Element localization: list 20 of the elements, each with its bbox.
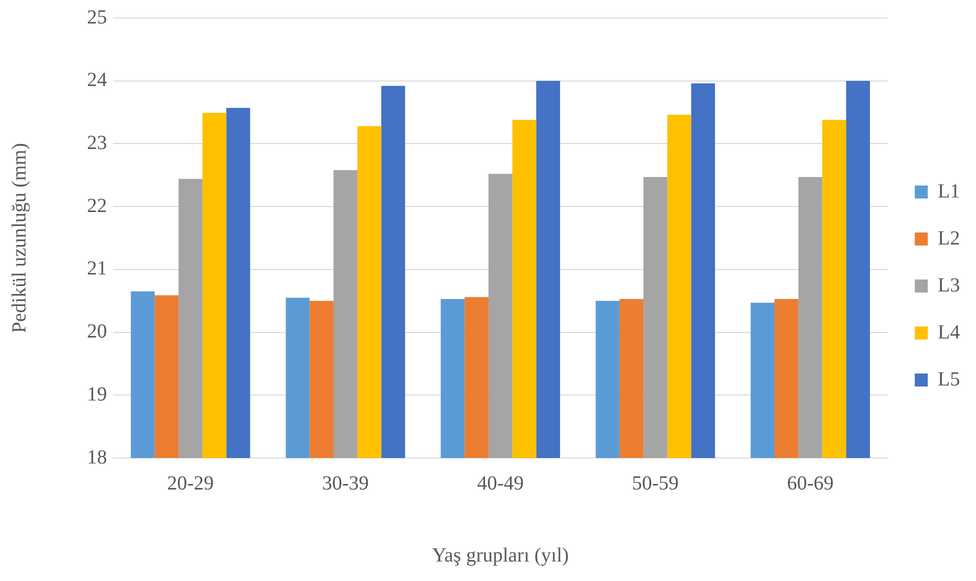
x-tick-label: 30-39 (322, 472, 369, 494)
y-tick-label: 25 (87, 6, 107, 28)
y-tick-label: 21 (87, 258, 107, 280)
legend-label: L4 (938, 321, 960, 344)
y-tick-label: 23 (87, 132, 107, 154)
y-tick-label: 18 (87, 446, 107, 468)
y-tick-label: 19 (87, 383, 107, 406)
x-axis-title: Yaş grupları (yıl) (432, 544, 569, 566)
legend-label: L3 (938, 274, 960, 296)
y-tick-label: 24 (87, 69, 107, 92)
x-tick-label: 20-29 (167, 472, 214, 494)
x-tick-label: 60-69 (786, 472, 834, 494)
x-tick-label: 50-59 (632, 472, 679, 494)
y-tick-label: 22 (87, 194, 107, 217)
legend-label: L5 (938, 368, 960, 390)
y-axis-title: Pedikül uzunluğu (mm) (8, 143, 30, 333)
legend-label: L2 (938, 227, 960, 250)
y-tick-label: 20 (87, 320, 107, 343)
x-tick-label: 40-49 (477, 472, 524, 494)
legend-label: L1 (938, 180, 960, 202)
